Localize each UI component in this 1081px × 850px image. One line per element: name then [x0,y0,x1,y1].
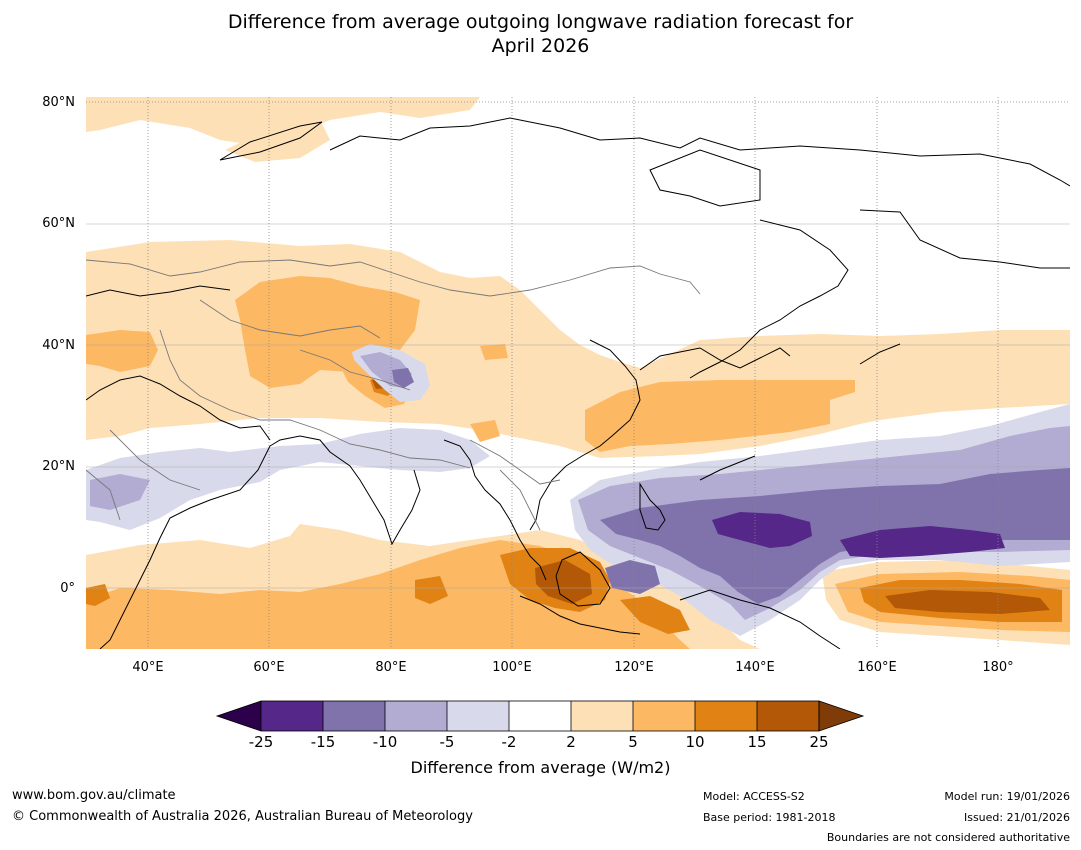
lat-label-40n: 40°N [42,338,75,353]
footer-base-period: Base period: 1981-2018 [703,811,836,824]
colorbar-segment-3 [385,701,447,731]
colorbar [215,700,865,732]
map-gridlines [86,97,1070,649]
colorbar-segment-9 [757,701,819,731]
lon-label-40e: 40°E [132,660,164,675]
lat-label-0: 0° [60,581,75,596]
lat-label-60n: 60°N [42,216,75,231]
country-borders [86,259,701,531]
colorbar-segment-4 [447,701,509,731]
colorbar-tick: 25 [809,733,829,751]
colorbar-below-min [215,700,262,732]
footer-issued: Issued: 21/01/2026 [963,811,1070,824]
anomaly-field [86,97,1070,649]
title-line-2: April 2026 [491,35,590,57]
footer-model: Model: ACCESS-S2 [703,790,805,803]
title-line-1: Difference from average outgoing longwav… [227,11,854,33]
footer-copyright: © Commonwealth of Australia 2026, Austra… [12,809,473,824]
lon-label-80e: 80°E [375,660,407,675]
colorbar-tick: 15 [747,733,767,751]
map-title: Difference from average outgoing longwav… [0,10,1081,58]
colorbar-above-max [818,700,865,732]
colorbar-tick: 5 [628,733,638,751]
footer-website[interactable]: www.bom.gov.au/climate [12,788,176,803]
colorbar-tick: -15 [310,733,336,751]
colorbar-tick: 10 [685,733,705,751]
lon-label-180: 180° [982,660,1014,675]
colorbar-segment-2 [323,701,385,731]
colorbar-tick: -10 [372,733,398,751]
anomaly-minus-15-to-minus-10 [392,368,1070,604]
anomaly-minus-25-to-minus-15 [712,512,1005,558]
lon-label-160e: 160°E [857,660,897,675]
coastlines [86,117,1070,649]
colorbar-segment-5 [509,701,571,731]
footer-disclaimer: Boundaries are not considered authoritat… [826,831,1070,844]
lon-label-120e: 120°E [614,660,654,675]
lon-label-140e: 140°E [735,660,775,675]
lat-label-80n: 80°N [42,95,75,110]
lon-label-100e: 100°E [492,660,532,675]
colorbar-tick: 2 [566,733,576,751]
colorbar-tick: -5 [439,733,455,751]
colorbar-segment-7 [633,701,695,731]
colorbar-tick: -25 [248,733,274,751]
footer-model-run: Model run: 19/01/2026 [944,790,1070,803]
colorbar-segment-6 [571,701,633,731]
colorbar-tick: -2 [501,733,517,751]
lon-label-60e: 60°E [253,660,285,675]
colorbar-segment-1 [261,701,323,731]
colorbar-segment-8 [695,701,757,731]
colorbar-label: Difference from average (W/m2) [410,758,671,777]
lat-label-20n: 20°N [42,459,75,474]
